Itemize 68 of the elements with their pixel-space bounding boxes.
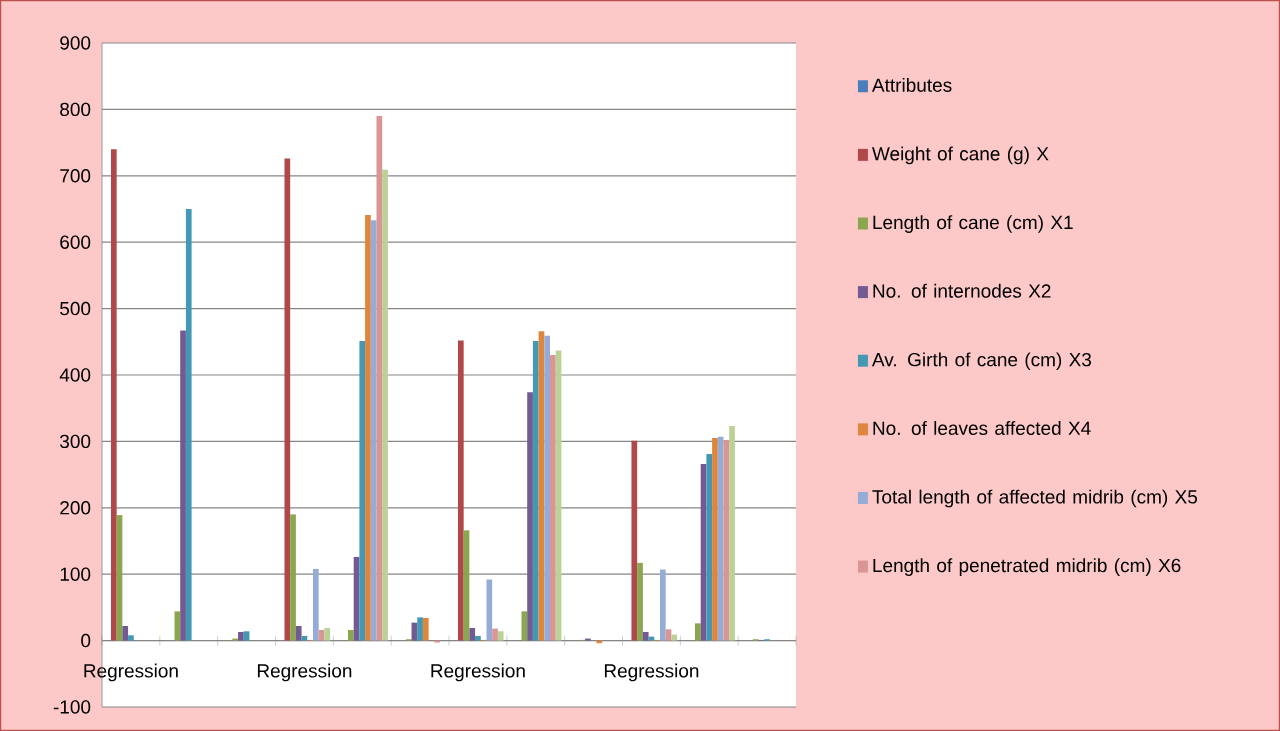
x-tick-label: Regression — [84, 663, 178, 682]
bar — [365, 214, 371, 641]
bar — [180, 330, 186, 641]
bar — [122, 625, 129, 641]
legend-label: Weight of cane (g) X — [872, 146, 1049, 165]
bar — [497, 631, 504, 641]
bar — [631, 440, 638, 641]
bar — [295, 625, 302, 641]
bar — [532, 341, 539, 641]
bar — [475, 635, 481, 641]
bar — [238, 631, 244, 641]
bar — [486, 579, 493, 641]
bar — [318, 629, 325, 641]
bar — [521, 611, 528, 641]
legend-label: No. of leaves affected X4 — [873, 421, 1091, 435]
bar — [382, 169, 388, 641]
bar — [717, 436, 724, 641]
bar — [492, 628, 498, 641]
legend-label: Total length of affected midrib (cm) X5 — [872, 489, 1198, 508]
x-tick-label: Regression — [604, 663, 699, 682]
bar — [527, 392, 533, 641]
legend-label: No. of internodes X2 — [873, 283, 1051, 298]
bar — [729, 426, 735, 641]
y-tick-label: 600 — [60, 235, 91, 249]
y-tick-label: 900 — [60, 36, 91, 50]
bar — [695, 623, 701, 641]
bar — [434, 640, 441, 643]
y-tick-label: 100 — [60, 567, 91, 581]
bar — [312, 568, 319, 641]
legend-label: Length of cane (cm) X1 — [873, 215, 1073, 233]
bar — [174, 611, 181, 641]
bar — [243, 631, 250, 641]
bar — [359, 341, 366, 641]
y-tick-label: 400 — [59, 368, 91, 382]
bar — [110, 149, 117, 641]
bar — [290, 514, 296, 641]
bar — [348, 629, 354, 641]
bar — [544, 335, 551, 641]
y-tick-label: 0 — [81, 633, 91, 648]
x-tick-label: Regression — [431, 663, 525, 682]
y-tick-label: -100 — [53, 700, 91, 714]
bar — [637, 562, 643, 641]
bar — [370, 220, 377, 641]
bar — [665, 629, 672, 641]
bar — [706, 454, 713, 641]
y-tick-label: 300 — [60, 434, 91, 449]
bar — [128, 635, 134, 641]
bar — [469, 627, 476, 641]
legend-label: Av. Girth of cane (cm) X3 — [871, 352, 1092, 371]
legend-label: Length of penetrated midrib (cm) X6 — [873, 558, 1181, 576]
bar — [671, 634, 678, 641]
bar — [659, 569, 666, 641]
y-tick-label: 200 — [60, 501, 91, 515]
bar — [301, 635, 308, 641]
bar — [550, 355, 556, 641]
y-tick-label: 800 — [60, 102, 91, 117]
y-tick-label: 700 — [60, 169, 91, 183]
legend-label: Attributes — [871, 77, 952, 92]
bar — [457, 340, 464, 641]
x-tick-label: Regression — [257, 663, 352, 682]
bar — [417, 617, 423, 641]
bar — [185, 208, 192, 641]
bar — [284, 158, 291, 641]
y-tick-label: 500 — [60, 301, 91, 316]
bar — [712, 438, 718, 641]
bar — [642, 631, 649, 641]
bar — [422, 618, 429, 641]
bar — [324, 627, 331, 641]
